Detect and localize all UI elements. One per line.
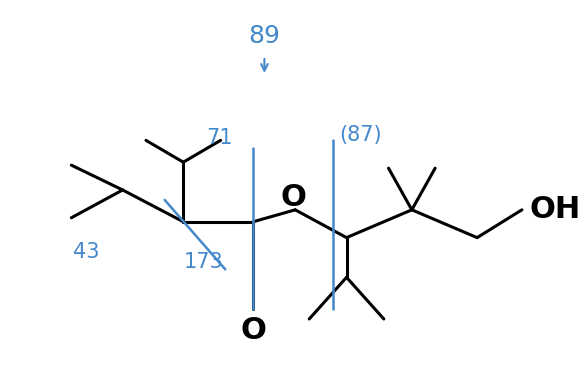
- Text: OH: OH: [529, 195, 581, 224]
- Text: 89: 89: [249, 24, 280, 48]
- Text: O: O: [280, 184, 307, 212]
- Text: (87): (87): [339, 125, 381, 145]
- Text: 173: 173: [183, 253, 223, 272]
- Text: 43: 43: [73, 241, 99, 261]
- Text: O: O: [240, 316, 266, 345]
- Text: 71: 71: [207, 128, 233, 148]
